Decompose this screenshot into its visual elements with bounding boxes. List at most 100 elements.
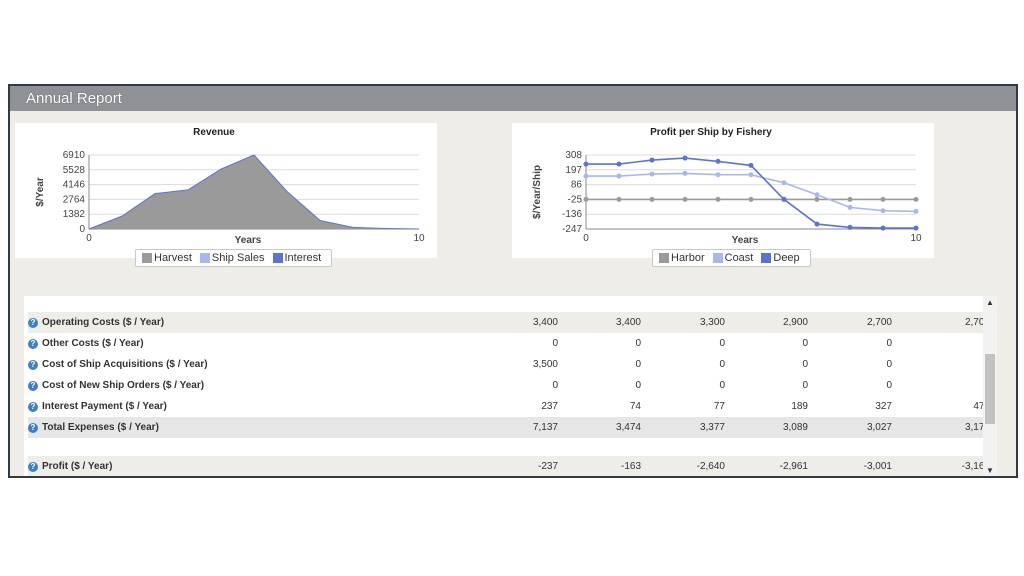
table-cell: 3,474	[615, 422, 641, 433]
triangle-up-icon[interactable]: ▲	[986, 298, 994, 307]
data-point-deep	[682, 155, 688, 161]
help-icon[interactable]: ?	[28, 461, 38, 472]
table-cell: 189	[791, 401, 808, 412]
series-line-coast	[586, 172, 917, 213]
legend-label: Ship Sales	[211, 252, 265, 264]
table-cell: 3,027	[866, 422, 892, 433]
data-point-coast	[715, 172, 721, 178]
data-point-coast	[649, 171, 655, 177]
row-label-text: Cost of Ship Acquisitions ($ / Year)	[42, 359, 208, 370]
data-point-deep	[715, 158, 721, 164]
y-tick-label: -247	[562, 224, 582, 235]
help-icon[interactable]: ?	[28, 359, 38, 370]
legend-item-harvest[interactable]: Harvest	[142, 252, 192, 264]
help-icon[interactable]: ?	[28, 338, 38, 349]
help-icon[interactable]: ?	[28, 401, 38, 412]
x-axis-label: Years	[235, 235, 262, 246]
data-point-deep	[913, 225, 919, 231]
table-cell: 0	[635, 338, 641, 349]
data-point-harbor	[616, 196, 622, 202]
table-cell: 0	[552, 338, 558, 349]
legend-swatch	[761, 253, 772, 263]
table-cell: 7,137	[532, 422, 558, 433]
table-cell: 2,700	[964, 317, 990, 328]
y-tick-label: 86	[571, 180, 583, 191]
data-point-harbor	[814, 196, 820, 202]
y-tick-label: 1382	[63, 209, 86, 220]
help-icon[interactable]: ?	[28, 317, 38, 328]
x-tick-label: 10	[413, 233, 425, 244]
profit-chart: Profit per Ship by Fishery $/Year/Ship 308…	[532, 127, 922, 246]
triangle-down-icon[interactable]: ▼	[986, 466, 994, 475]
y-tick-label: -136	[562, 209, 582, 220]
y-axis-label: $/Year	[35, 177, 46, 207]
chart-title: Profit per Ship by Fishery	[650, 127, 772, 138]
table-row: ? Operating Costs ($ / Year) 3,400 3,400 3,3…	[28, 312, 995, 333]
series-line-deep	[586, 157, 916, 229]
data-point-coast	[781, 180, 787, 186]
row-label-text: Cost of New Ship Orders ($ / Year)	[42, 380, 205, 391]
y-tick-label: 6910	[63, 150, 86, 161]
data-point-harbor	[649, 196, 655, 202]
data-point-coast	[814, 192, 820, 198]
table-cell: -237	[537, 461, 558, 472]
table-row: ? Other Costs ($ / Year) 0 0 0 0 0 0	[28, 333, 995, 354]
legend-item-interest[interactable]: Interest	[272, 252, 322, 264]
table-scrollbar[interactable]: ▲ ▼	[983, 296, 997, 476]
data-point-harbor	[847, 196, 853, 202]
scroll-thumb[interactable]	[985, 354, 995, 424]
legend-swatch	[272, 253, 283, 263]
data-point-harbor	[880, 196, 886, 202]
legend-item-coast[interactable]: Coast	[712, 252, 754, 264]
help-icon[interactable]: ?	[28, 380, 38, 391]
data-point-deep	[649, 157, 655, 163]
legend-label: Interest	[284, 252, 322, 264]
row-label: ? Interest Payment ($ / Year)	[28, 401, 508, 412]
y-tick-label: 308	[565, 150, 582, 161]
table-cell: 0	[719, 338, 725, 349]
legend-swatch	[712, 253, 723, 263]
table-cell: 0	[635, 359, 641, 370]
row-label-text: Other Costs ($ / Year)	[42, 338, 144, 349]
table-row: ? Cost of New Ship Orders ($ / Year) 0 0 0 0 0…	[28, 375, 995, 396]
table-row: ? Interest Payment ($ / Year) 237 74 77 189 32…	[28, 396, 995, 417]
y-axis-label: $/Year/Ship	[532, 165, 543, 219]
revenue-legend: Harvest Ship Sales Interest	[135, 249, 333, 267]
y-tick-label: 4146	[63, 180, 86, 191]
table-cell: 0	[552, 380, 558, 391]
table-cell: -163	[620, 461, 641, 472]
legend-label: Coast	[724, 252, 754, 264]
table-cell: 237	[541, 401, 558, 412]
y-tick-label: 0	[79, 224, 85, 235]
table-cell: 3,300	[699, 317, 725, 328]
legend-item-deep[interactable]: Deep	[761, 252, 800, 264]
table-cell: 0	[802, 380, 808, 391]
row-label: ? Cost of New Ship Orders ($ / Year)	[28, 380, 508, 391]
x-tick-label: 10	[910, 233, 922, 244]
legend-item-ship-sales[interactable]: Ship Sales	[199, 252, 265, 264]
legend-swatch	[199, 253, 210, 263]
data-point-coast	[847, 204, 853, 210]
window-title: Annual Report	[10, 86, 1016, 111]
row-label-text: Operating Costs ($ / Year)	[42, 317, 165, 328]
help-icon[interactable]: ?	[28, 422, 38, 433]
table-cell: 3,377	[699, 422, 725, 433]
table-cell: -2,640	[696, 461, 725, 472]
data-point-deep	[781, 196, 787, 202]
data-point-coast	[913, 208, 919, 214]
legend-label: Harbor	[671, 252, 705, 264]
table-cell: 0	[930, 338, 990, 349]
row-label: ? Cost of Ship Acquisitions ($ / Year)	[28, 359, 508, 370]
revenue-chart: Revenue $/Year 6910 5528 4146 2764 1382 00 10 Yea…	[35, 127, 425, 246]
series-outline	[88, 154, 420, 230]
data-point-harbor	[748, 196, 754, 202]
chart-title: Revenue	[193, 127, 235, 138]
legend-label: Deep	[773, 252, 800, 264]
table-cell: 0	[886, 380, 892, 391]
table-cell: 0	[802, 338, 808, 349]
profit-legend: Harbor Coast Deep	[652, 249, 811, 267]
table-cell: 3,500	[532, 359, 558, 370]
table-cell: -3,167	[961, 461, 990, 472]
legend-swatch	[659, 253, 669, 263]
legend-item-harbor[interactable]: Harbor	[659, 252, 705, 264]
